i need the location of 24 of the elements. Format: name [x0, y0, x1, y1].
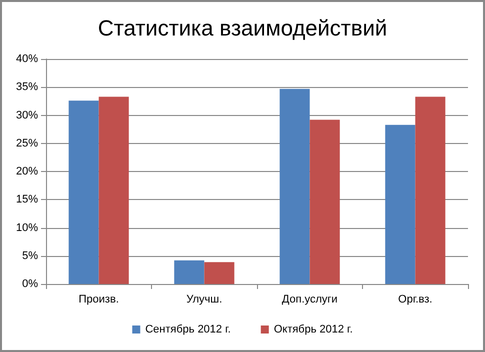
x-tick-label: Улучш. [186, 294, 222, 306]
x-tick-label: Доп.услуги [282, 294, 338, 306]
bar [415, 96, 446, 284]
bar [310, 120, 340, 284]
x-tick-label: Произв. [78, 294, 119, 306]
y-tick-label: 40% [16, 53, 38, 65]
chart-title: Статистика взаимодействий [98, 16, 388, 40]
y-tick-label: 0% [22, 278, 38, 290]
bar [174, 260, 204, 284]
bar [204, 262, 234, 284]
x-tick-label: Орг.вз. [398, 294, 432, 306]
bar [98, 96, 129, 284]
y-tick-label: 5% [22, 250, 38, 262]
bar [280, 88, 310, 284]
y-tick-label: 35% [16, 81, 38, 94]
legend-label: Октябрь 2012 г. [274, 324, 353, 336]
bar [68, 100, 99, 284]
y-tick-label: 20% [16, 166, 38, 178]
y-tick-label: 25% [16, 137, 38, 150]
y-tick-label: 15% [16, 194, 38, 206]
y-tick-label: 10% [16, 222, 38, 234]
y-tick-label: 30% [16, 109, 38, 122]
bar [385, 124, 416, 284]
legend-label: Сентябрь 2012 г. [145, 324, 231, 336]
